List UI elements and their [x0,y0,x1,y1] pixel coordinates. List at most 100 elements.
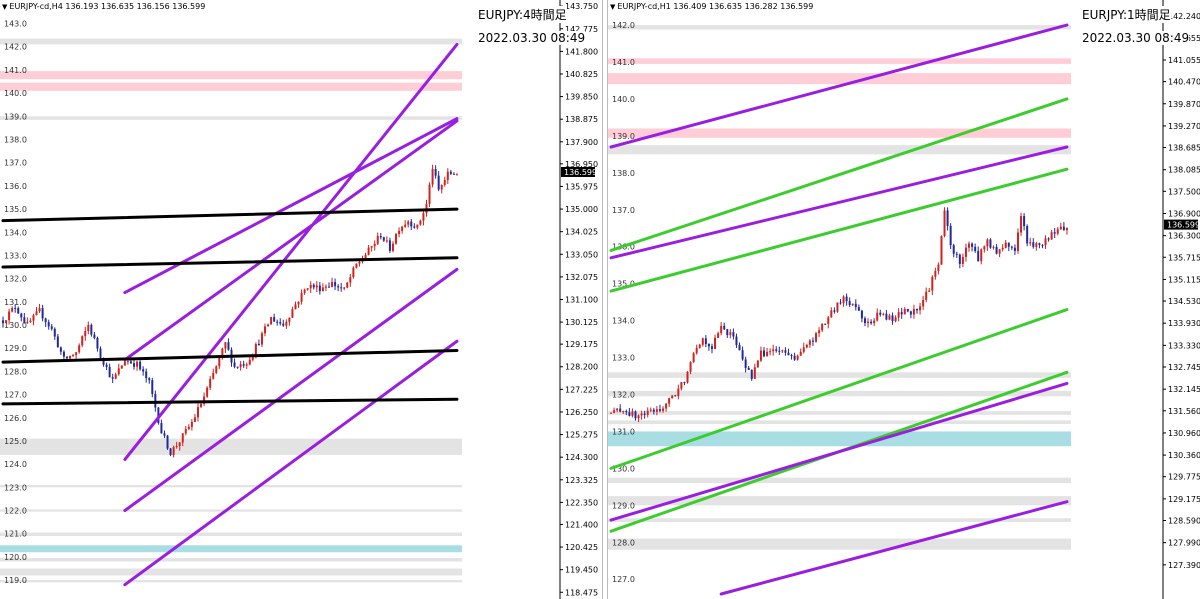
candle-body [619,408,622,412]
inner-level-label-18: 125.0 [4,437,27,446]
axis-tick-label-24: 120.425 [565,543,598,552]
candle-body [367,247,370,255]
candle-body [385,240,388,242]
candle-body [395,234,398,244]
h4-chart-panel[interactable]: 143.0 142.0 141.0 140.0 139.0 138.0 137.0 136.0… [0,0,602,599]
h1-symbol-line: EURJPY-cd,H1 136.409 136.635 136.282 136… [617,2,814,11]
candle-body [652,409,655,412]
candle-body [294,304,297,310]
candle-body [732,332,735,337]
candle-body [628,412,631,416]
candle-body [166,435,169,449]
current-price-marker [1164,219,1198,230]
inner-level-label-13: 129.0 [612,501,635,510]
panel-divider[interactable] [602,0,608,599]
zone-pink-1 [608,58,1071,64]
candle-body [59,347,62,352]
inner-level-label-8: 135.0 [4,205,27,214]
axis-tick-label-3: 140.825 [565,70,598,79]
candle-body [784,350,787,353]
candle-body [1010,246,1013,248]
candle-body [452,173,455,175]
candle-body [129,361,132,364]
candle-body [303,289,306,293]
candle-body [665,403,668,409]
candle-body [983,246,986,250]
candle-body [931,276,934,291]
h1-chart-panel[interactable]: 142.0141.0140.0139.0138.0137.0136.0135.0… [608,0,1200,599]
candle-body [922,299,925,307]
candle-body [181,433,184,443]
inner-level-label-22: 121.0 [4,530,27,539]
candle-body [916,309,918,311]
candle-body [857,307,860,311]
inner-level-label-5: 137.0 [612,206,635,215]
candle-body [964,247,967,257]
current-price-marker [561,166,595,177]
inner-level-label-3: 139.0 [612,132,635,141]
candle-body [233,362,236,367]
candle-body [775,349,778,351]
candle-body [53,328,56,337]
axis-tick-label-25: 127.390 [1168,561,1200,570]
current-price-label: 136.599 [1167,221,1200,230]
axis-tick-label-8: 135.975 [565,182,598,191]
candle-body [126,361,129,363]
h1-symbol-info: ▼ EURJPY-cd,H1 136.409 136.635 136.282 13… [610,2,813,11]
candle-body [154,393,157,408]
zone-gray-9 [0,558,462,562]
candle-body [47,322,50,327]
inner-level-label-1: 141.0 [612,58,635,67]
axis-tick-label-17: 127.225 [565,385,598,394]
candle-body [714,337,717,349]
triangle-down-icon[interactable]: ▼ [610,3,616,11]
candle-body [701,338,704,345]
axis-tick-label-9: 135.000 [565,205,598,214]
candle-body [808,340,811,345]
candle-body [613,410,616,413]
candle-body [245,364,248,366]
candle-body [671,395,674,399]
candle-body [62,351,65,357]
candle-body [446,171,449,180]
candle-body [343,287,346,289]
candle-body [903,309,906,315]
candle-body [306,288,309,290]
candle-body [120,365,123,369]
black-trendline-8 [1,397,459,406]
zone-gray-4 [0,438,462,455]
zone-cyan-8 [0,545,462,553]
candle-body [796,355,799,360]
inner-level-label-2: 141.0 [4,66,27,75]
candle-body [818,330,821,334]
candle-body [449,171,452,174]
candle-body [717,333,720,338]
candle-body [99,348,102,358]
candle-body [2,320,4,324]
candle-body [297,301,300,305]
zone-gray-5 [0,485,462,488]
candle-body [998,249,1001,254]
candle-body [851,303,854,306]
candle-body [69,355,72,359]
candle-body [41,308,44,319]
candle-body [1013,247,1016,251]
triangle-down-icon[interactable]: ▼ [2,3,8,11]
inner-level-label-20: 123.0 [4,483,27,492]
axis-tick-label-16: 128.200 [565,363,598,372]
purple-trendline-4 [123,339,459,587]
candle-body [221,348,224,358]
candle-body [105,364,108,367]
candle-body [318,285,321,292]
axis-tick-label-9: 136.900 [1168,209,1200,218]
inner-level-label-3: 140.0 [4,89,27,98]
inner-level-label-7: 136.0 [4,182,27,191]
candle-body [860,310,863,319]
zone-pink-2 [0,82,462,91]
candle-body [735,336,738,345]
candle-body [738,344,741,351]
axis-tick-label-18: 131.560 [1168,407,1200,416]
candle-body [200,403,203,408]
inner-level-label-12: 130.0 [612,464,635,473]
candle-body [416,224,419,228]
